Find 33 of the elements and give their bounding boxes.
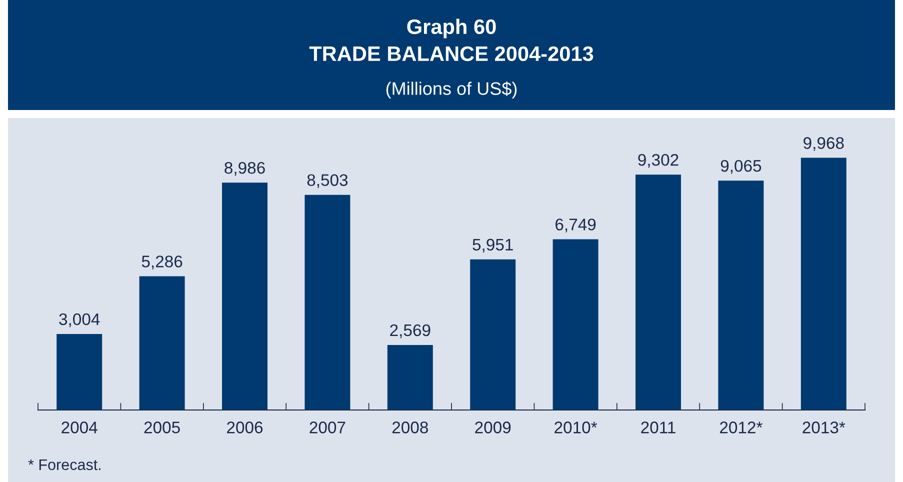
x-tick-label: 2011 [641,422,676,434]
data-label: 5,286 [142,256,182,270]
data-label: 9,065 [720,160,762,174]
x-tick-label: 2013* [802,422,846,434]
bar [56,334,102,410]
x-tick-label: 2007 [310,422,346,434]
data-label: 5,951 [472,238,513,253]
x-tick-label: 2012* [720,422,762,434]
chart-subtitle: (Millions of US$) [386,81,517,99]
data-label: 9,968 [804,137,844,151]
bar [387,345,433,410]
x-tick-label: 2010* [554,422,598,434]
data-label: 6,749 [556,218,596,232]
x-tick-label: 2004 [62,422,98,434]
data-label: 9,302 [638,154,678,168]
x-tick-label: 2008 [392,422,428,434]
text: * Forecast. [28,459,100,470]
x-tick-label: 2005 [144,422,180,434]
bar [470,259,516,410]
chart-title: Graph 60 TRADE BALANCE 2004-2013 [309,18,594,62]
bar [304,194,350,410]
bar [552,239,598,410]
x-tick-label: 2006 [227,422,263,434]
bar [636,174,681,410]
data-label: 2,569 [390,324,430,338]
data-label: 8,503 [307,174,348,188]
data-label: 3,004 [59,313,100,328]
bar [139,276,185,410]
data-label: 8,986 [224,162,265,176]
x-tick-label: 2009 [475,422,511,434]
bar [222,182,268,410]
bar [800,158,846,410]
bar [718,180,764,410]
